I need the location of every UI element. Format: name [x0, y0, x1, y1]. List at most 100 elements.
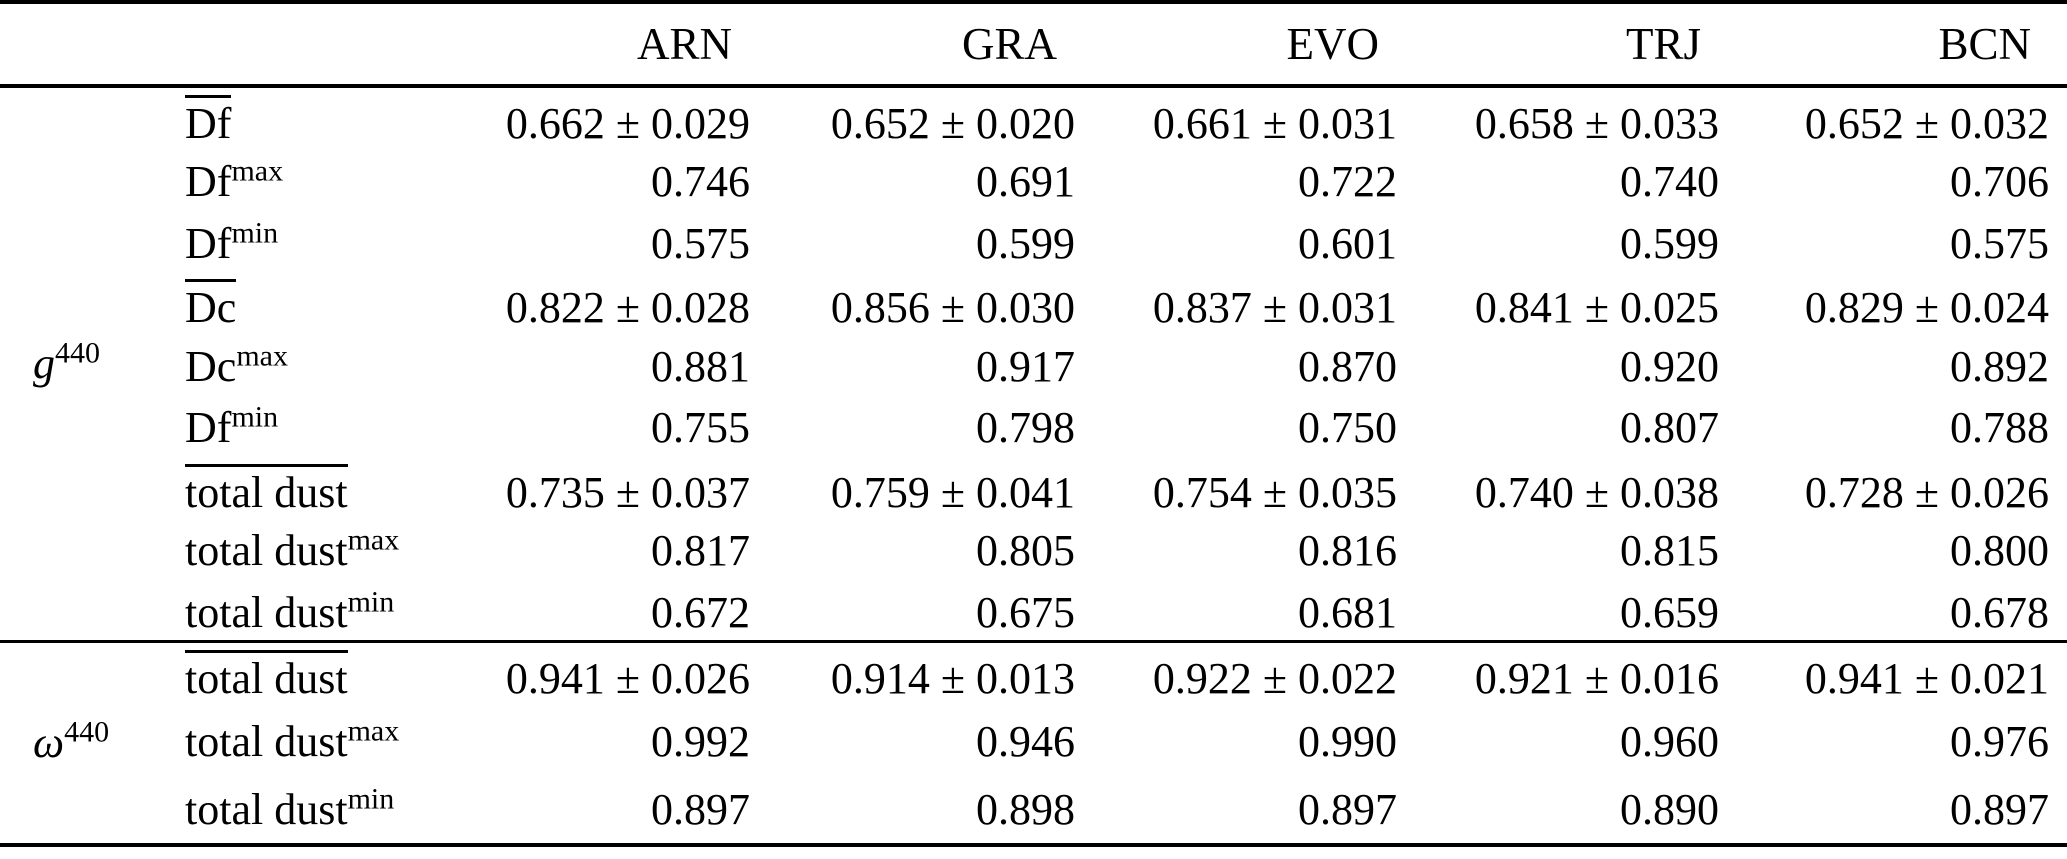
- row-label: total dustmax: [185, 709, 435, 777]
- value-cell: 0.754 ± 0.035: [1152, 467, 1397, 517]
- table-row: Dcmax 0.881 0.917 0.870 0.920 0.892: [0, 334, 2067, 396]
- value-cell: 0.575: [1950, 218, 2049, 268]
- value-cell: 0.746: [651, 157, 750, 206]
- row-label-sup: min: [231, 215, 279, 249]
- row-label: total dustmin: [185, 777, 435, 845]
- row-label-text: total dust: [185, 653, 348, 703]
- group-symbol-sup: 440: [64, 715, 110, 749]
- value-cell: 0.658 ± 0.033: [1474, 99, 1719, 148]
- value-cell: 0.706: [1950, 157, 2049, 206]
- value-cell: 0.661 ± 0.031: [1152, 99, 1397, 148]
- row-label-sup: max: [236, 338, 288, 372]
- value-cell: 0.897: [1298, 785, 1397, 834]
- row-label-text: Df: [185, 157, 232, 206]
- header-spacer-label: [185, 2, 435, 86]
- value-cell: 0.759 ± 0.041: [830, 467, 1075, 517]
- table-row: Dfmin 0.755 0.798 0.750 0.807 0.788: [0, 395, 2067, 457]
- table-row: g440 Df 0.662 ± 0.029 0.652 ± 0.020 0.66…: [0, 86, 2067, 388]
- value-cell: 0.691: [976, 157, 1075, 206]
- row-label-sup: min: [347, 584, 395, 618]
- table-row: Dc 0.822 ± 0.028 0.856 ± 0.030 0.837 ± 0…: [0, 272, 2067, 334]
- table-row: total dustmin 0.672 0.675 0.681 0.659 0.…: [0, 580, 2067, 642]
- row-label-text: total dust: [185, 467, 348, 517]
- value-cell: 0.722: [1298, 157, 1397, 206]
- value-cell: 0.672: [651, 587, 750, 637]
- overline-label: total dust: [185, 649, 348, 703]
- value-cell: 0.805: [976, 526, 1075, 575]
- value-cell: 0.976: [1950, 717, 2049, 766]
- col-header-trj: TRJ: [1625, 19, 1701, 69]
- group-omega440: ω440 total dust 0.941 ± 0.026 0.914 ± 0.…: [0, 641, 2067, 845]
- row-label-sup: min: [231, 400, 279, 434]
- value-cell: 0.941 ± 0.021: [1804, 653, 2049, 703]
- value-cell: 0.837 ± 0.031: [1152, 283, 1397, 332]
- row-label: Dfmin: [185, 395, 435, 457]
- table-header: ARN GRA EVO TRJ BCN: [0, 2, 2067, 86]
- value-cell: 0.740 ± 0.038: [1474, 467, 1719, 517]
- col-header-bcn: BCN: [1938, 19, 2031, 69]
- value-cell: 0.788: [1950, 403, 2049, 452]
- group-g440: g440 Df 0.662 ± 0.029 0.652 ± 0.020 0.66…: [0, 86, 2067, 641]
- row-label-sup: max: [347, 523, 400, 557]
- row-label-text: Df: [185, 403, 232, 452]
- value-cell: 0.829 ± 0.024: [1804, 283, 2049, 332]
- value-cell: 0.735 ± 0.037: [505, 467, 750, 517]
- table-row: total dust 0.735 ± 0.037 0.759 ± 0.041 0…: [0, 457, 2067, 519]
- row-label-sup: max: [347, 714, 400, 748]
- row-label: Dfmin: [185, 211, 435, 273]
- overline-label: Df: [185, 95, 232, 148]
- value-cell: 0.946: [976, 717, 1075, 766]
- table-row: Dfmin 0.575 0.599 0.601 0.599 0.575: [0, 211, 2067, 273]
- value-cell: 0.681: [1298, 587, 1397, 637]
- value-cell: 0.662 ± 0.029: [505, 99, 750, 148]
- table-header-row: ARN GRA EVO TRJ BCN: [0, 2, 2067, 86]
- row-label-text: Df: [185, 99, 232, 148]
- row-label: total dust: [185, 457, 435, 519]
- value-cell: 0.675: [976, 587, 1075, 637]
- row-label-text: total dust: [185, 717, 348, 766]
- value-cell: 0.897: [1950, 785, 2049, 834]
- table-row: ω440 total dust 0.941 ± 0.026 0.914 ± 0.…: [0, 641, 2067, 767]
- value-cell: 0.841 ± 0.025: [1474, 283, 1719, 332]
- value-cell: 0.817: [651, 526, 750, 575]
- col-header-arn: ARN: [636, 19, 732, 69]
- value-cell: 0.890: [1620, 785, 1719, 834]
- table-row: Dfmax 0.746 0.691 0.722 0.740 0.706: [0, 149, 2067, 211]
- row-label-text: total dust: [185, 587, 348, 637]
- group-label-omega440: ω440: [0, 641, 185, 845]
- value-cell: 0.755: [651, 403, 750, 452]
- group-symbol: g: [33, 339, 55, 389]
- value-cell: 0.816: [1298, 526, 1397, 575]
- value-cell: 0.815: [1620, 526, 1719, 575]
- value-cell: 0.914 ± 0.013: [830, 653, 1075, 703]
- value-cell: 0.922 ± 0.022: [1152, 653, 1397, 703]
- value-cell: 0.941 ± 0.026: [505, 653, 750, 703]
- value-cell: 0.897: [651, 785, 750, 834]
- table-row: total dustmin 0.897 0.898 0.897 0.890 0.…: [0, 777, 2067, 845]
- value-cell: 0.921 ± 0.016: [1474, 653, 1719, 703]
- value-cell: 0.960: [1620, 717, 1719, 766]
- row-label: Df: [185, 86, 435, 149]
- row-label-sup: max: [231, 154, 284, 188]
- value-cell: 0.917: [976, 341, 1075, 391]
- value-cell: 0.750: [1298, 403, 1397, 452]
- value-cell: 0.652 ± 0.020: [830, 99, 1075, 148]
- overline-label: Dc: [185, 279, 237, 332]
- row-label-text: Dc: [185, 341, 237, 391]
- value-cell: 0.800: [1950, 526, 2049, 575]
- group-symbol-sup: 440: [55, 336, 100, 370]
- overline-label: total dust: [185, 463, 348, 517]
- value-cell: 0.990: [1298, 717, 1397, 766]
- value-cell: 0.822 ± 0.028: [505, 283, 750, 332]
- value-cell: 0.992: [651, 717, 750, 766]
- value-cell: 0.575: [651, 218, 750, 268]
- value-cell: 0.601: [1298, 218, 1397, 268]
- row-label-text: Dc: [185, 283, 237, 332]
- value-cell: 0.678: [1950, 587, 2049, 637]
- row-label: Dc: [185, 272, 435, 334]
- value-cell: 0.652 ± 0.032: [1804, 99, 2049, 148]
- row-label: total dustmax: [185, 518, 435, 580]
- value-cell: 0.798: [976, 403, 1075, 452]
- value-cell: 0.728 ± 0.026: [1804, 467, 2049, 517]
